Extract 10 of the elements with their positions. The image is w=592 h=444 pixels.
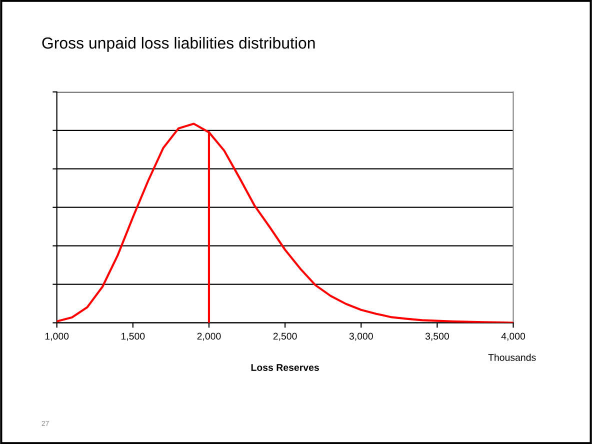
x-tick-label: 1,000 [45,332,69,341]
x-tick-label: 3,000 [349,332,373,341]
x-tick-label: 1,500 [121,332,145,341]
chart-title: Gross unpaid loss liabilities distribution [42,36,315,52]
x-tick-label: 3,500 [425,332,449,341]
x-tick-label: 2,000 [197,332,221,341]
text: Thousands [488,354,536,361]
x-tick-label: 2,500 [273,332,297,341]
x-tick-label: 4,000 [501,332,526,341]
x-axis-title: Loss Reserves [251,364,319,371]
